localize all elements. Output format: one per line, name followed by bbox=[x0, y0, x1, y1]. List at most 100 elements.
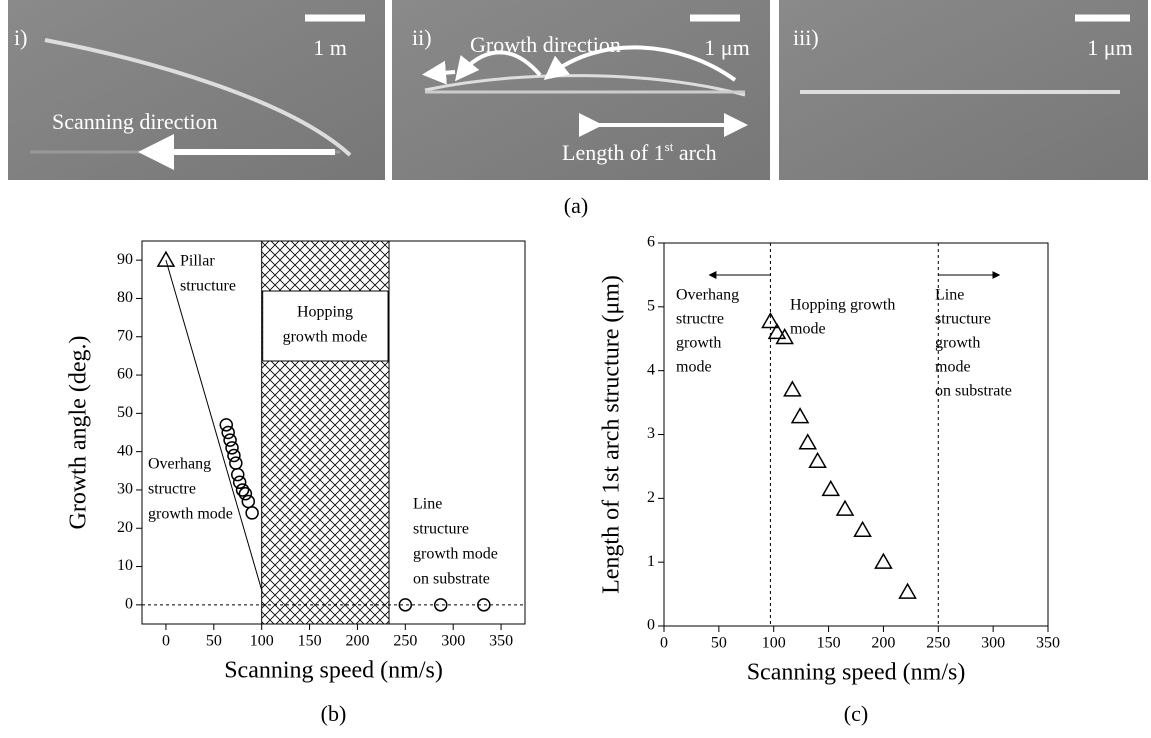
circle-point bbox=[220, 419, 232, 431]
y-axis-title: Growth angle (deg.) bbox=[66, 336, 92, 530]
annotation: growth mode bbox=[148, 506, 233, 523]
circle-point bbox=[239, 488, 251, 500]
y-tick-label: 6 bbox=[647, 234, 655, 251]
annotation: Growth direction bbox=[470, 32, 621, 57]
x-tick-label: 200 bbox=[345, 633, 369, 650]
y-tick-label: 2 bbox=[647, 489, 655, 506]
caption: (c) bbox=[844, 701, 868, 726]
scale-text: 1 μm bbox=[1087, 35, 1132, 60]
circle-point bbox=[246, 507, 258, 519]
y-tick-label: 20 bbox=[117, 519, 133, 536]
caption: (b) bbox=[321, 701, 347, 726]
panel-label: iii) bbox=[793, 25, 819, 50]
annotation: Hopping bbox=[297, 304, 353, 321]
annotation: structure bbox=[935, 311, 991, 328]
x-tick-label: 150 bbox=[817, 635, 841, 652]
fit-line bbox=[166, 260, 263, 593]
y-tick-label: 60 bbox=[117, 366, 133, 383]
triangle-point bbox=[158, 252, 174, 266]
circle-point bbox=[226, 442, 238, 454]
circle-point bbox=[232, 469, 244, 481]
y-axis-title: Length of 1st arch structure (μm) bbox=[599, 275, 625, 594]
y-tick-label: 30 bbox=[117, 481, 133, 498]
annotation: Pillar bbox=[180, 253, 215, 270]
annotation: mode bbox=[935, 359, 971, 376]
triangle-point bbox=[800, 435, 816, 449]
y-tick-label: 4 bbox=[647, 361, 655, 378]
x-tick-label: 350 bbox=[489, 633, 513, 650]
text-part: Length of 1 bbox=[562, 140, 665, 165]
triangle-point bbox=[855, 522, 871, 536]
scale-text: 1 μm bbox=[704, 35, 749, 60]
annotation: structure bbox=[413, 521, 469, 538]
circle-point bbox=[242, 495, 254, 507]
annotation: Hopping growth bbox=[790, 297, 895, 314]
y-tick-label: 90 bbox=[117, 251, 133, 268]
x-tick-label: 100 bbox=[762, 635, 786, 652]
label-box bbox=[263, 291, 388, 361]
annotation: on substrate bbox=[935, 383, 1012, 400]
y-tick-label: 50 bbox=[117, 404, 133, 421]
circle-point bbox=[224, 434, 236, 446]
figure: i) 1 m Scanning direction ii) 1 μm Growt… bbox=[0, 0, 1151, 738]
x-tick-label: 50 bbox=[711, 635, 727, 652]
circle-point bbox=[222, 427, 234, 439]
x-tick-label: 300 bbox=[441, 633, 465, 650]
annotation: Overhang bbox=[676, 287, 739, 304]
triangle-point bbox=[875, 554, 891, 568]
annotation: growth mode bbox=[283, 329, 368, 346]
triangle-point bbox=[837, 501, 853, 515]
x-tick-label: 0 bbox=[660, 635, 668, 652]
y-tick-label: 0 bbox=[125, 596, 133, 613]
y-tick-label: 3 bbox=[647, 425, 655, 442]
triangle-point bbox=[784, 382, 800, 396]
circle-point bbox=[234, 476, 246, 488]
x-tick-label: 250 bbox=[393, 633, 417, 650]
annotation: structre bbox=[676, 311, 724, 328]
panel-label: i) bbox=[14, 25, 27, 50]
x-tick-label: 100 bbox=[250, 633, 274, 650]
circle-point bbox=[230, 457, 242, 469]
annotation: growth bbox=[676, 335, 721, 352]
text-part: arch bbox=[673, 140, 716, 165]
y-tick-label: 40 bbox=[117, 442, 133, 459]
triangle-point bbox=[810, 453, 826, 467]
annotation: structure bbox=[180, 278, 236, 295]
caption: (a) bbox=[564, 193, 588, 218]
annotation: growth bbox=[935, 335, 980, 352]
annotation: Length of 1st arch bbox=[562, 139, 717, 165]
annotation: Line bbox=[413, 496, 442, 513]
y-tick-label: 10 bbox=[117, 557, 133, 574]
circle-point bbox=[228, 449, 240, 461]
panel-label: ii) bbox=[412, 25, 432, 50]
annotation: growth mode bbox=[413, 546, 498, 563]
triangle-point bbox=[900, 584, 916, 598]
x-axis-title: Scanning speed (nm/s) bbox=[224, 658, 443, 684]
annotation: Overhang bbox=[148, 456, 211, 473]
y-tick-label: 1 bbox=[647, 553, 655, 570]
x-tick-label: 200 bbox=[871, 635, 895, 652]
y-tick-label: 80 bbox=[117, 289, 133, 306]
x-tick-label: 250 bbox=[926, 635, 950, 652]
x-tick-label: 50 bbox=[206, 633, 222, 650]
x-axis-title: Scanning speed (nm/s) bbox=[747, 660, 966, 686]
y-tick-label: 70 bbox=[117, 327, 133, 344]
x-tick-label: 150 bbox=[298, 633, 322, 650]
triangle-point bbox=[823, 481, 839, 495]
sem-image: i) 1 m Scanning direction bbox=[8, 0, 385, 180]
annotation: on substrate bbox=[413, 571, 490, 588]
annotation: Line bbox=[935, 287, 964, 304]
annotation: Scanning direction bbox=[52, 109, 218, 134]
triangle-point bbox=[792, 409, 808, 423]
circle-point bbox=[237, 484, 249, 496]
annotation: mode bbox=[790, 321, 826, 338]
y-tick-label: 0 bbox=[647, 617, 655, 634]
y-tick-label: 5 bbox=[647, 298, 655, 315]
x-tick-label: 300 bbox=[981, 635, 1005, 652]
x-tick-label: 0 bbox=[162, 633, 170, 650]
annotation: structre bbox=[148, 481, 196, 498]
scale-text: 1 m bbox=[313, 35, 347, 60]
sem-image: iii) 1 μm bbox=[779, 0, 1148, 180]
sem-image: ii) 1 μm Growth direction Length of 1st … bbox=[392, 0, 770, 180]
x-tick-label: 350 bbox=[1036, 635, 1060, 652]
